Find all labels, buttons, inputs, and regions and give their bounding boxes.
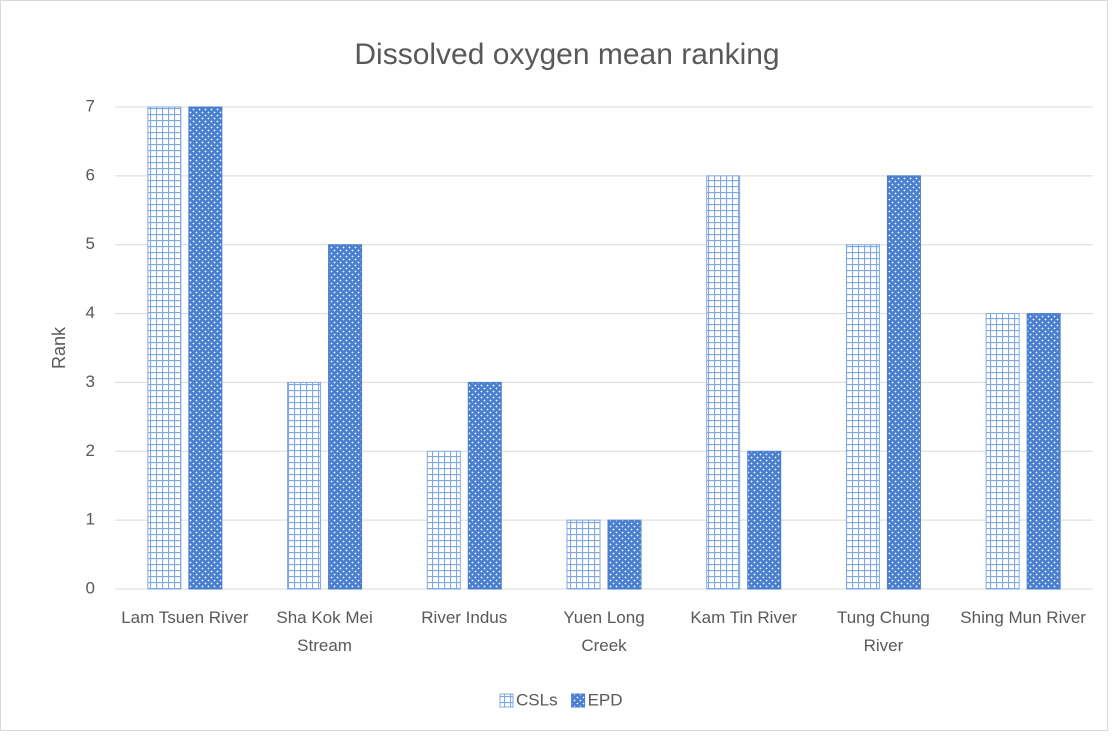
y-tick-label: 3: [86, 372, 95, 391]
y-tick-label: 4: [86, 303, 95, 322]
x-tick-label: River Indus: [421, 608, 507, 627]
x-tick-label: Lam Tsuen River: [121, 608, 249, 627]
x-tick-label: Yuen Long Creek: [563, 608, 644, 655]
legend-label: EPD: [588, 690, 623, 709]
bar: [328, 244, 363, 590]
x-tick-label: Sha Kok Mei Stream: [276, 608, 372, 655]
y-tick-label: 6: [86, 165, 95, 184]
y-tick-label: 5: [86, 234, 95, 253]
x-tick-label: Tung Chung River: [837, 608, 930, 655]
bar: [1026, 313, 1061, 590]
bar: [467, 381, 502, 590]
y-tick-label: 2: [86, 441, 95, 460]
bar: [706, 175, 741, 590]
bar: [426, 450, 461, 590]
bar: [188, 106, 223, 590]
y-tick-label: 7: [86, 96, 95, 115]
bar: [845, 244, 880, 590]
legend-label: CSLs: [516, 690, 558, 709]
y-tick-label: 0: [86, 578, 95, 597]
y-axis-label: Rank: [49, 326, 69, 369]
bar: [607, 519, 642, 590]
bar: [287, 381, 322, 590]
bar: [147, 106, 182, 590]
chart-title: Dissolved oxygen mean ranking: [354, 38, 779, 71]
x-tick-label: Kam Tin River: [690, 608, 797, 627]
legend-swatch: [499, 693, 514, 708]
bar: [886, 175, 921, 590]
x-tick-label: Shing Mun River: [960, 608, 1086, 627]
bar: [747, 450, 782, 590]
bar: [566, 519, 601, 590]
y-tick-label: 1: [86, 510, 95, 529]
legend-swatch: [571, 693, 586, 708]
bar: [985, 313, 1020, 590]
